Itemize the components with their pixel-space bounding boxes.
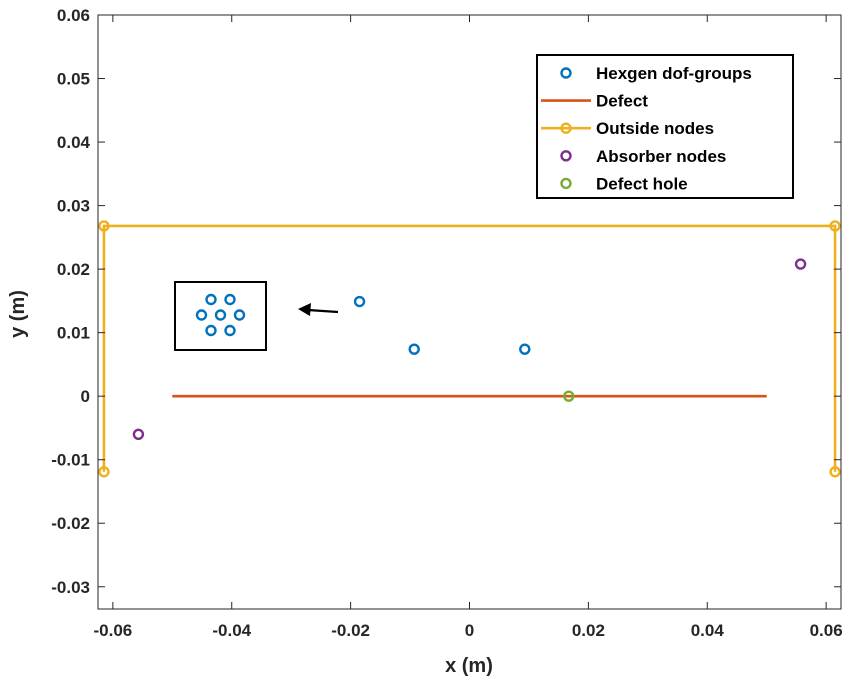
y-tick-label: -0.03 [51, 578, 90, 597]
legend-marker-defect-hole [560, 177, 572, 190]
legend-label-outside-nodes: Outside nodes [596, 119, 714, 138]
inset-point [233, 309, 246, 321]
legend-marker-outside-nodes [560, 122, 572, 134]
inset-frame [174, 281, 267, 351]
y-tick-label: 0.02 [57, 260, 90, 279]
legend-label-hexgen-dof-groups: Hexgen dof-groups [596, 64, 752, 83]
inset-point [214, 309, 227, 321]
x-tick-label: 0.06 [810, 621, 843, 640]
y-tick-label: -0.01 [51, 451, 90, 470]
x-tick-label: -0.02 [331, 621, 370, 640]
inset-point [205, 293, 217, 306]
inset-point [224, 324, 236, 337]
outside-nodes-line [102, 224, 837, 472]
legend-label-absorber-nodes: Absorber nodes [596, 147, 726, 166]
inset-point [224, 293, 236, 306]
x-tick-label: 0.04 [691, 621, 725, 640]
y-tick-label: 0.06 [57, 6, 90, 25]
y-tick-label: 0.04 [57, 133, 91, 152]
outside-nodes-point [98, 466, 110, 478]
outside-nodes-point [829, 466, 841, 478]
hexgen-dof-groups-point [519, 343, 531, 355]
x-axis-label: x (m) [445, 655, 493, 677]
legend-frame [536, 54, 794, 199]
hexgen-dof-groups-point [353, 295, 366, 308]
axes: -0.06 -0.04 -0.02 0 0.02 0.04 0.06 -0.03 -0.02 -0… [51, 6, 842, 640]
y-tick-label: 0.01 [57, 324, 90, 343]
inset-arrow-shaft [307, 308, 339, 314]
legend-label-defect: Defect [596, 92, 648, 111]
absorber-nodes-point [794, 258, 807, 270]
axis-labels: x (m) y (m) [7, 290, 493, 677]
inset-point [205, 324, 217, 337]
inset-box [174, 281, 339, 351]
outside-nodes-point [829, 220, 841, 232]
legend-marker-hexgen-dof-groups [560, 67, 572, 79]
y-tick-label: 0.05 [57, 70, 90, 89]
legend-label-defect-hole: Defect hole [596, 174, 688, 193]
legend: Hexgen dof-groups Defect Outside nodes Abso… [536, 54, 794, 199]
y-tick-label: 0.03 [57, 197, 90, 216]
hexgen-dof-groups-point [408, 343, 420, 355]
legend-marker-absorber-nodes [560, 150, 572, 162]
x-tick-label: 0.02 [572, 621, 605, 640]
outside-nodes-point [98, 220, 110, 232]
inset-arrow-head [298, 303, 311, 316]
x-tick-label: -0.04 [212, 621, 251, 640]
y-tick-label: -0.02 [51, 514, 90, 533]
x-tick-label: -0.06 [93, 621, 132, 640]
plot-area [98, 220, 841, 478]
inset-point [195, 309, 208, 321]
y-tick-label: 0 [81, 387, 90, 406]
x-tick-label: 0 [465, 621, 474, 640]
absorber-nodes-point [132, 428, 145, 440]
defect-hole-point [563, 390, 575, 402]
y-axis-label: y (m) [7, 290, 29, 338]
